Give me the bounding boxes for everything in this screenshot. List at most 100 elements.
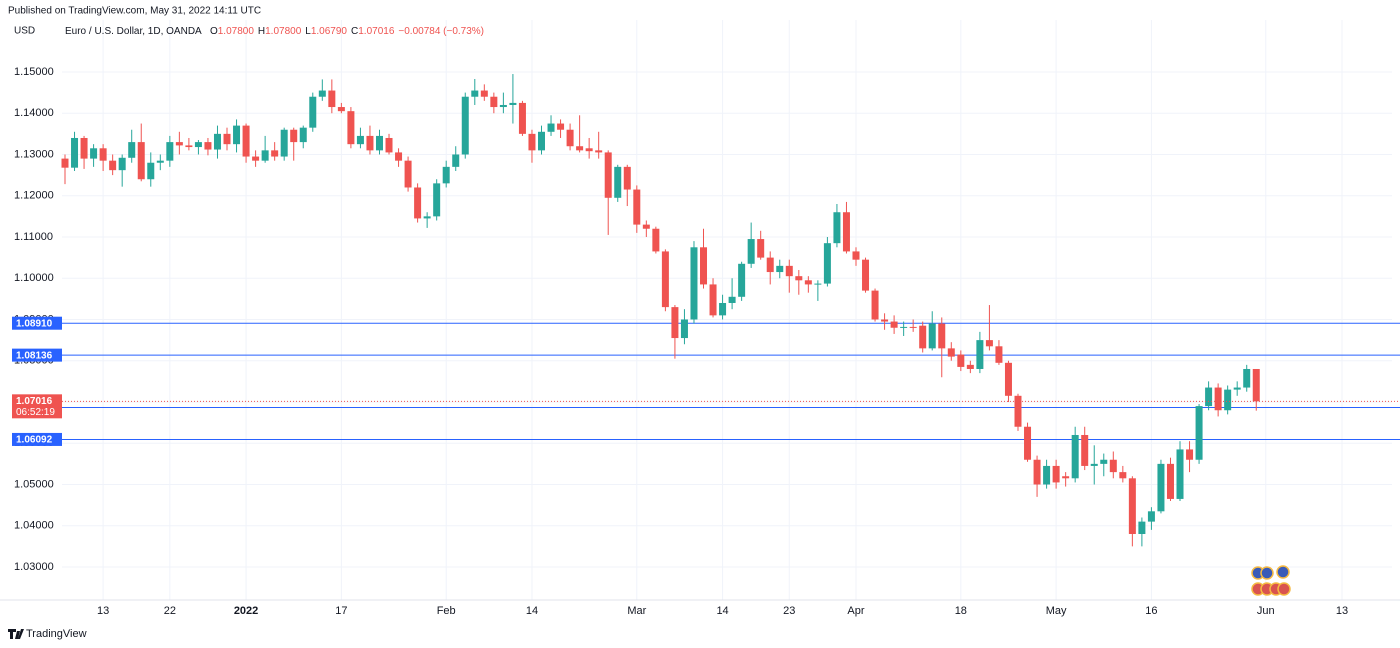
candle-body — [938, 323, 946, 349]
candle-body — [814, 283, 822, 285]
candle-body — [766, 257, 774, 273]
x-tick-label: 13 — [97, 605, 109, 617]
candles — [61, 74, 1260, 547]
price-badges: 1.089101.081361.068661.060921.0701606:52… — [12, 316, 62, 446]
level-badge — [12, 432, 62, 446]
candle-body — [1052, 465, 1060, 483]
candle-body — [690, 247, 698, 320]
ohlc-value: 1.07800 — [265, 26, 302, 37]
candle-body — [709, 284, 717, 316]
candle-body — [871, 290, 879, 320]
candle-body — [785, 265, 793, 277]
candle-body — [604, 152, 612, 198]
candle-body — [452, 154, 460, 167]
candle-body — [1147, 511, 1155, 522]
candle-body — [223, 133, 231, 145]
x-tick-label: 23 — [783, 605, 795, 617]
candle-body — [480, 90, 488, 97]
candle-body — [804, 280, 812, 285]
candle-body — [414, 187, 422, 219]
x-tick-label: Mar — [627, 605, 646, 617]
candle-body — [461, 96, 469, 155]
candle-body — [1205, 387, 1213, 407]
candle-body — [719, 302, 727, 316]
candle-body — [1252, 368, 1260, 402]
candle-body — [1062, 476, 1070, 479]
change-value: −0.00784 (−0.73%) — [398, 26, 484, 37]
candle-body — [928, 323, 936, 349]
ohlc-key: H — [258, 26, 265, 37]
event-icons — [1251, 565, 1291, 596]
level-badge — [12, 348, 62, 362]
candle-body — [242, 125, 250, 157]
candle-body — [233, 125, 241, 145]
candle-body — [280, 129, 288, 157]
candle-body — [881, 319, 889, 322]
candle-body — [194, 142, 202, 148]
countdown-label: 06:52:19 — [16, 407, 55, 418]
candle-body — [862, 259, 870, 291]
candle-body — [576, 146, 584, 151]
x-tick-label: 2022 — [234, 605, 258, 617]
symbol-legend: Euro / U.S. Dollar, 1D, OANDA O1.07800 H1… — [65, 26, 484, 37]
candle-body — [90, 148, 98, 159]
event-icon — [1276, 565, 1290, 579]
level-badge-label: 1.08910 — [16, 318, 53, 329]
candle-body — [528, 133, 536, 151]
brand-name: TradingView — [26, 628, 87, 640]
candle-body — [909, 326, 917, 328]
candle-body — [728, 296, 736, 303]
candle-body — [204, 142, 212, 150]
candle-body — [747, 239, 755, 264]
candle-body — [471, 90, 479, 97]
candle-body — [1024, 426, 1032, 460]
candle-body — [557, 123, 565, 130]
last-price-label: 1.07016 — [16, 396, 53, 407]
candle-body — [652, 228, 660, 252]
symbol-name: Euro / U.S. Dollar, 1D, OANDA — [65, 26, 202, 37]
candle-body — [213, 133, 221, 150]
candle-body — [509, 102, 517, 105]
level-badge — [12, 316, 62, 330]
candle-body — [395, 152, 403, 161]
candle-body — [995, 346, 1003, 363]
candle-body — [261, 150, 269, 161]
y-tick-label: 1.13000 — [14, 148, 54, 160]
candle-body — [109, 160, 117, 171]
candle-body — [976, 340, 984, 369]
candle-body — [166, 142, 174, 161]
candle-body — [823, 243, 831, 284]
event-icon — [1260, 566, 1274, 580]
candle-body — [366, 135, 374, 151]
event-icon — [1277, 582, 1291, 596]
candle-body — [795, 276, 803, 281]
candle-body — [842, 212, 850, 252]
candle-body — [518, 102, 526, 134]
candle-body — [700, 247, 708, 285]
y-tick-label: 1.03000 — [14, 561, 54, 573]
candle-body — [442, 166, 450, 184]
level-badge-label: 1.06092 — [16, 435, 53, 446]
candle-body — [1166, 463, 1174, 499]
candle-body — [595, 150, 603, 153]
candle-body — [1214, 387, 1222, 411]
candle-body — [566, 129, 574, 147]
candle-body — [499, 104, 507, 108]
candle-body — [547, 123, 555, 132]
candle-body — [900, 326, 908, 328]
candle-body — [347, 111, 355, 145]
candle-body — [185, 145, 193, 148]
candle-body — [1157, 463, 1165, 512]
candle-body — [137, 142, 145, 180]
candle-body — [1128, 478, 1136, 534]
publish-header: Published on TradingView.com, May 31, 20… — [8, 6, 261, 17]
candle-body — [337, 107, 345, 112]
candle-body — [919, 325, 927, 349]
ohlc-value: 1.06790 — [311, 26, 348, 37]
x-tick-label: 22 — [164, 605, 176, 617]
candle-body — [1224, 389, 1232, 411]
y-tick-label: 1.12000 — [14, 190, 54, 202]
candle-body — [757, 239, 765, 258]
candle-body — [175, 142, 183, 146]
